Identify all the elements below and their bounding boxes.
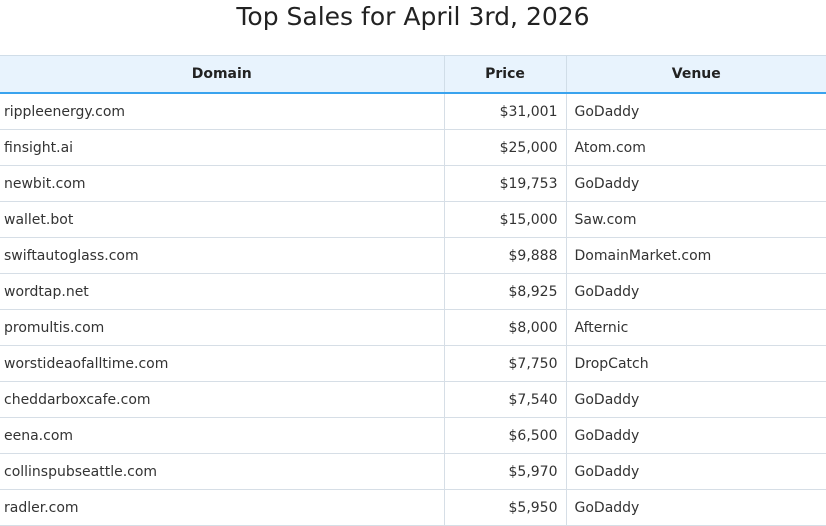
table-row: newbit.com $19,753 GoDaddy xyxy=(0,165,826,202)
domain-cell: promultis.com xyxy=(0,309,444,346)
price-cell: $15,000 xyxy=(443,201,566,238)
venue-cell: Atom.com xyxy=(565,129,826,166)
price-cell: $31,001 xyxy=(443,93,566,130)
table-row: finsight.ai $25,000 Atom.com xyxy=(0,129,826,166)
venue-cell: GoDaddy xyxy=(565,381,826,418)
venue-cell: DomainMarket.com xyxy=(565,237,826,274)
table-header-row: Domain Price Venue xyxy=(0,55,826,94)
domain-cell: worstideaofalltime.com xyxy=(0,345,444,382)
column-header-domain[interactable]: Domain xyxy=(0,55,444,94)
venue-cell: GoDaddy xyxy=(565,93,826,130)
venue-cell: Afternic xyxy=(565,309,826,346)
table-row: eena.com $6,500 GoDaddy xyxy=(0,417,826,454)
price-cell: $19,753 xyxy=(443,165,566,202)
table-row: promultis.com $8,000 Afternic xyxy=(0,309,826,346)
domain-cell: collinspubseattle.com xyxy=(0,453,444,490)
price-cell: $25,000 xyxy=(443,129,566,166)
table-row: wordtap.net $8,925 GoDaddy xyxy=(0,273,826,310)
table-row: worstideaofalltime.com $7,750 DropCatch xyxy=(0,345,826,382)
price-cell: $8,000 xyxy=(443,309,566,346)
domain-cell: newbit.com xyxy=(0,165,444,202)
table-row: swiftautoglass.com $9,888 DomainMarket.com xyxy=(0,237,826,274)
price-cell: $6,500 xyxy=(443,417,566,454)
venue-cell: Saw.com xyxy=(565,201,826,238)
column-header-venue[interactable]: Venue xyxy=(565,55,826,94)
domain-cell: cheddarboxcafe.com xyxy=(0,381,444,418)
sales-table: Domain Price Venue rippleenergy.com $31,0… xyxy=(0,55,826,526)
domain-cell: wallet.bot xyxy=(0,201,444,238)
price-cell: $9,888 xyxy=(443,237,566,274)
venue-cell: DropCatch xyxy=(565,345,826,382)
domain-cell: radler.com xyxy=(0,489,444,526)
domain-cell: wordtap.net xyxy=(0,273,444,310)
venue-cell: GoDaddy xyxy=(565,417,826,454)
table-row: wallet.bot $15,000 Saw.com xyxy=(0,201,826,238)
price-cell: $5,970 xyxy=(443,453,566,490)
venue-cell: GoDaddy xyxy=(565,489,826,526)
table-row: cheddarboxcafe.com $7,540 GoDaddy xyxy=(0,381,826,418)
venue-cell: GoDaddy xyxy=(565,165,826,202)
venue-cell: GoDaddy xyxy=(565,273,826,310)
column-header-price[interactable]: Price xyxy=(443,55,566,94)
price-cell: $7,750 xyxy=(443,345,566,382)
price-cell: $7,540 xyxy=(443,381,566,418)
venue-cell: GoDaddy xyxy=(565,453,826,490)
table-row: rippleenergy.com $31,001 GoDaddy xyxy=(0,93,826,130)
table-row: collinspubseattle.com $5,970 GoDaddy xyxy=(0,453,826,490)
table-row: radler.com $5,950 GoDaddy xyxy=(0,489,826,526)
price-cell: $5,950 xyxy=(443,489,566,526)
domain-cell: eena.com xyxy=(0,417,444,454)
domain-cell: finsight.ai xyxy=(0,129,444,166)
domain-cell: rippleenergy.com xyxy=(0,93,444,130)
domain-cell: swiftautoglass.com xyxy=(0,237,444,274)
page-title: Top Sales for April 3rd, 2026 xyxy=(236,2,590,31)
price-cell: $8,925 xyxy=(443,273,566,310)
